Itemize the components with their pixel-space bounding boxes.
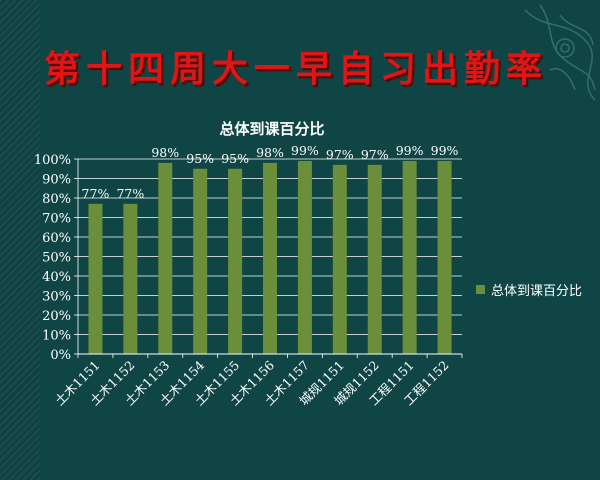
- data-label: 98%: [151, 145, 179, 160]
- y-tick-label: 30%: [42, 290, 71, 305]
- y-tick-label: 70%: [42, 212, 71, 227]
- bar: [437, 160, 452, 354]
- decorative-left-strip: [0, 0, 40, 480]
- bar: [228, 168, 243, 354]
- bar: [332, 164, 347, 354]
- y-tick-label: 90%: [42, 173, 71, 188]
- y-tick-label: 0%: [50, 348, 71, 363]
- data-label: 99%: [396, 143, 424, 158]
- floral-ornament-icon: [524, 4, 596, 101]
- bar: [123, 203, 138, 354]
- data-label: 97%: [361, 147, 389, 162]
- y-tick-label: 10%: [42, 329, 71, 344]
- bar: [193, 168, 208, 354]
- bar: [297, 160, 312, 354]
- data-label: 99%: [431, 143, 459, 158]
- y-tick-label: 80%: [42, 192, 71, 207]
- data-label: 77%: [116, 186, 144, 201]
- bar: [158, 162, 173, 354]
- data-label: 97%: [326, 147, 354, 162]
- y-tick-label: 100%: [34, 153, 71, 168]
- data-label: 95%: [186, 151, 214, 166]
- data-label: 77%: [82, 186, 110, 201]
- data-label: 98%: [256, 145, 284, 160]
- bar: [88, 203, 103, 354]
- data-label: 99%: [291, 143, 319, 158]
- chart-legend: 总体到课百分比: [476, 280, 582, 299]
- legend-swatch: [476, 285, 485, 294]
- y-tick-label: 50%: [42, 251, 71, 266]
- y-tick-label: 40%: [42, 270, 71, 285]
- legend-label: 总体到课百分比: [491, 284, 583, 299]
- slide-title: 第十四周大一早自习出勤率: [44, 48, 549, 90]
- chart-title: 总体到课百分比: [219, 120, 324, 138]
- y-tick-label: 60%: [42, 231, 71, 246]
- data-label: 95%: [221, 151, 249, 166]
- bar: [402, 160, 417, 354]
- y-tick-label: 20%: [42, 309, 71, 324]
- bar: [367, 164, 382, 354]
- bar: [263, 162, 277, 354]
